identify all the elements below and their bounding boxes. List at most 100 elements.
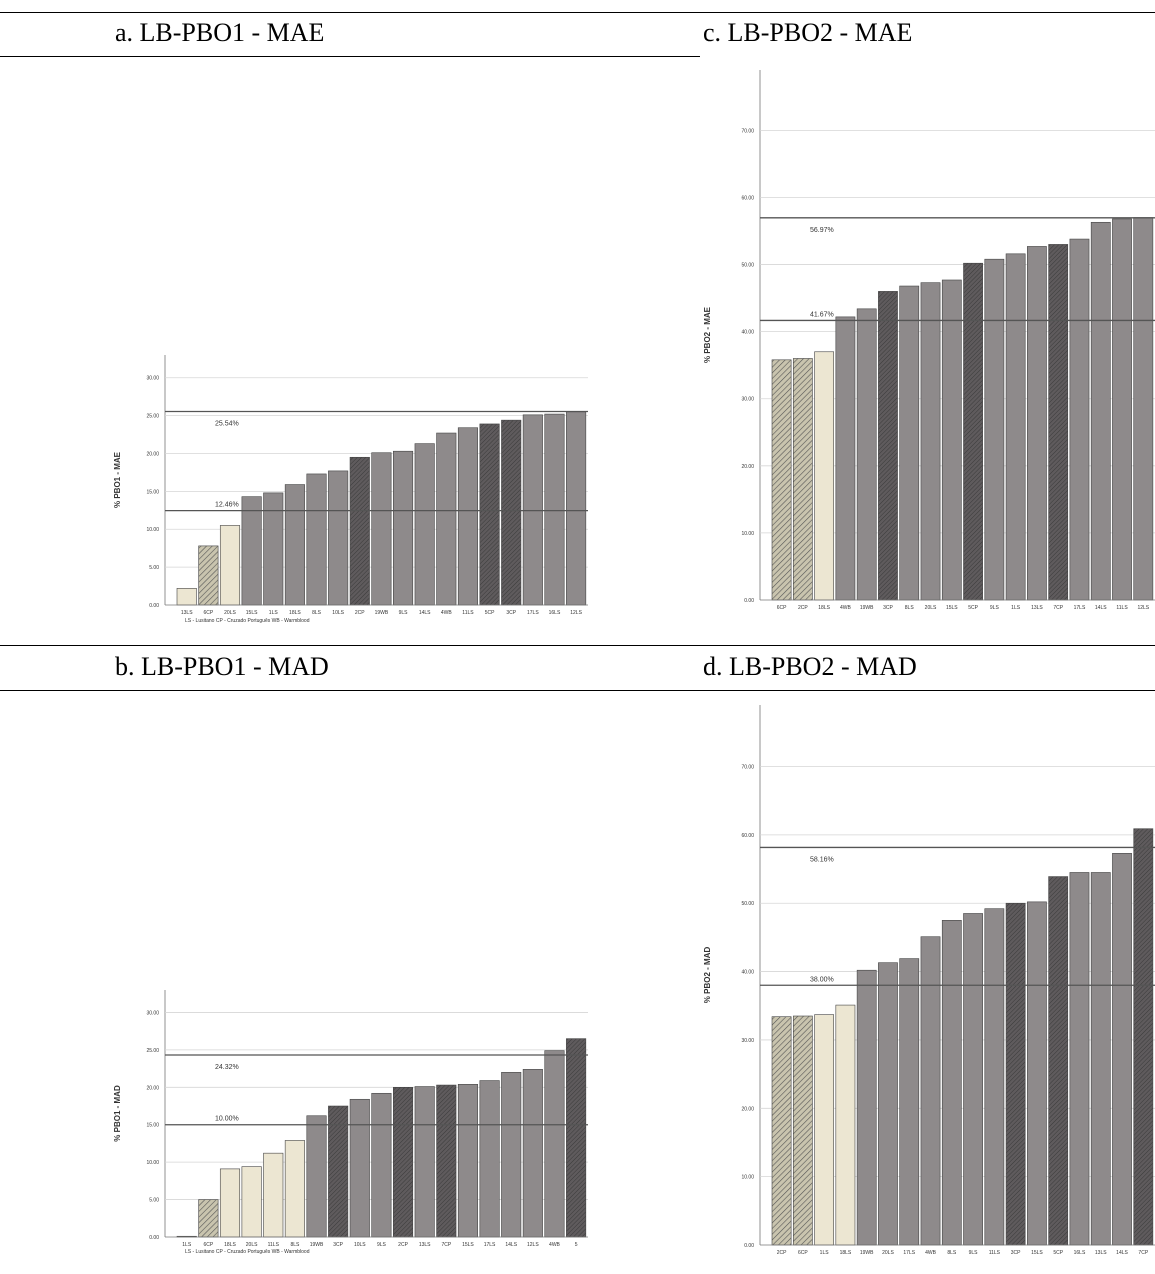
x-tick-label: 8LS: [312, 610, 322, 616]
y-tick-label: 40.00: [741, 970, 754, 976]
x-tick-label: 17LS: [903, 1250, 915, 1256]
footnote: LS - Lusitano CP - Cruzado Português WB …: [185, 618, 310, 624]
bar-3CP: [878, 291, 898, 601]
y-tick-label: 50.00: [741, 901, 754, 907]
bar-5: [566, 1038, 587, 1238]
bar-12LS: [566, 411, 587, 606]
y-tick-label: 5.00: [149, 1198, 159, 1204]
bar-7CP: [1133, 828, 1154, 1246]
x-tick-label: 3CP: [333, 1242, 343, 1248]
y-tick-label: 50.00: [741, 263, 754, 269]
y-axis-label: % PBO2 - MAE: [703, 306, 712, 363]
bar-1LS: [263, 492, 284, 606]
x-tick-label: 11LS: [462, 610, 474, 616]
bar-6CP: [198, 545, 219, 606]
y-tick-label: 0.00: [744, 598, 754, 604]
x-tick-label: 17LS: [527, 610, 539, 616]
x-tick-label: 9LS: [377, 1242, 387, 1248]
y-tick-label: 0.00: [149, 603, 159, 609]
y-tick-label: 30.00: [741, 397, 754, 403]
x-tick-label: 20LS: [246, 1242, 258, 1248]
bar-17LS: [899, 958, 920, 1246]
x-tick-label: 13LS: [181, 610, 193, 616]
chart-pbo1-mae: 0.00 5.00 10.00 15.00 20.00 25.00 30.00 % PBO1 …: [113, 355, 588, 624]
bar-8LS: [284, 1140, 305, 1238]
reference-line-label: 41.67%: [810, 311, 834, 318]
bar-2CP: [771, 1016, 792, 1246]
panel-d-title: d. LB-PBO2 - MAD: [703, 652, 917, 681]
x-tick-label: 18LS: [289, 610, 301, 616]
x-tick-label: 1LS: [820, 1250, 830, 1256]
bar-7CP: [436, 1084, 457, 1238]
x-tick-label: 20LS: [224, 610, 236, 616]
x-tick-label: 3CP: [1011, 1250, 1021, 1256]
bar-20LS: [241, 1166, 262, 1238]
bar-4WB: [835, 316, 856, 601]
bar-18LS: [814, 351, 835, 601]
y-axis-label: % PBO1 - MAE: [113, 451, 122, 508]
x-tick-label: 13LS: [1031, 605, 1043, 611]
panel-a-title: a. LB-PBO1 - MAE: [115, 18, 325, 47]
x-tick-label: 5CP: [1053, 1250, 1063, 1256]
x-tick-label: 8LS: [905, 605, 915, 611]
bar-13LS: [414, 1086, 435, 1238]
y-tick-label: 20.00: [741, 1106, 754, 1112]
reference-line-label: 56.97%: [810, 227, 834, 234]
bar-6CP: [792, 1015, 813, 1246]
x-tick-label: 13LS: [419, 1242, 431, 1248]
x-tick-label: 7CP: [441, 1242, 451, 1248]
bar-14LS: [1090, 221, 1111, 601]
x-tick-label: 19WB: [860, 1250, 874, 1256]
bar-16LS: [544, 413, 565, 606]
y-tick-label: 10.00: [741, 1175, 754, 1181]
y-tick-label: 0.00: [744, 1243, 754, 1249]
y-tick-label: 30.00: [146, 376, 159, 382]
y-tick-label: 40.00: [741, 330, 754, 336]
bar-4WB: [544, 1050, 565, 1238]
bar-14LS: [414, 443, 435, 606]
y-axis-label: % PBO2 - MAD: [703, 947, 712, 1004]
x-tick-label: 9LS: [399, 610, 409, 616]
bar-1LS: [1005, 253, 1026, 601]
x-tick-label: 12LS: [1137, 605, 1149, 611]
x-tick-label: 15LS: [462, 1242, 474, 1248]
bar-7CP: [1048, 244, 1069, 601]
y-tick-label: 25.00: [146, 1048, 159, 1054]
x-tick-label: 14LS: [505, 1242, 517, 1248]
bar-17LS: [479, 1080, 500, 1238]
bar-9LS: [963, 913, 983, 1246]
bar-17LS: [1069, 238, 1090, 601]
reference-line-label: 10.00%: [215, 1116, 239, 1123]
x-tick-label: 10LS: [354, 1242, 366, 1248]
x-tick-label: 13LS: [1095, 1250, 1107, 1256]
middle-rule: [0, 645, 1155, 646]
bar-13LS: [176, 588, 197, 606]
y-tick-label: 20.00: [146, 1085, 159, 1091]
x-tick-label: 3CP: [883, 605, 893, 611]
y-tick-label: 15.00: [146, 1123, 159, 1129]
y-tick-label: 20.00: [146, 451, 159, 457]
x-tick-label: 11LS: [268, 1242, 280, 1248]
y-tick-label: 25.00: [146, 414, 159, 420]
bar-11LS: [1112, 218, 1132, 601]
x-tick-label: 2CP: [355, 610, 365, 616]
x-tick-label: 5CP: [485, 610, 495, 616]
bar-14LS: [501, 1072, 522, 1238]
x-tick-label: 16LS: [1074, 1250, 1086, 1256]
x-tick-label: 5: [575, 1242, 578, 1248]
y-tick-label: 20.00: [741, 464, 754, 470]
bar-3CP: [501, 419, 522, 606]
x-tick-label: 8LS: [947, 1250, 957, 1256]
table-top-rule: [0, 12, 1155, 13]
x-tick-label: 4WB: [925, 1250, 937, 1256]
x-tick-label: 7CP: [1138, 1250, 1148, 1256]
x-tick-label: 10LS: [332, 610, 344, 616]
bar-5CP: [479, 423, 500, 606]
x-tick-label: 20LS: [882, 1250, 894, 1256]
x-tick-label: 1LS: [182, 1242, 192, 1248]
x-tick-label: 18LS: [224, 1242, 236, 1248]
y-tick-label: 30.00: [146, 1010, 159, 1016]
y-tick-label: 60.00: [741, 833, 754, 839]
x-tick-label: 11LS: [1116, 605, 1128, 611]
x-tick-label: 17LS: [484, 1242, 496, 1248]
